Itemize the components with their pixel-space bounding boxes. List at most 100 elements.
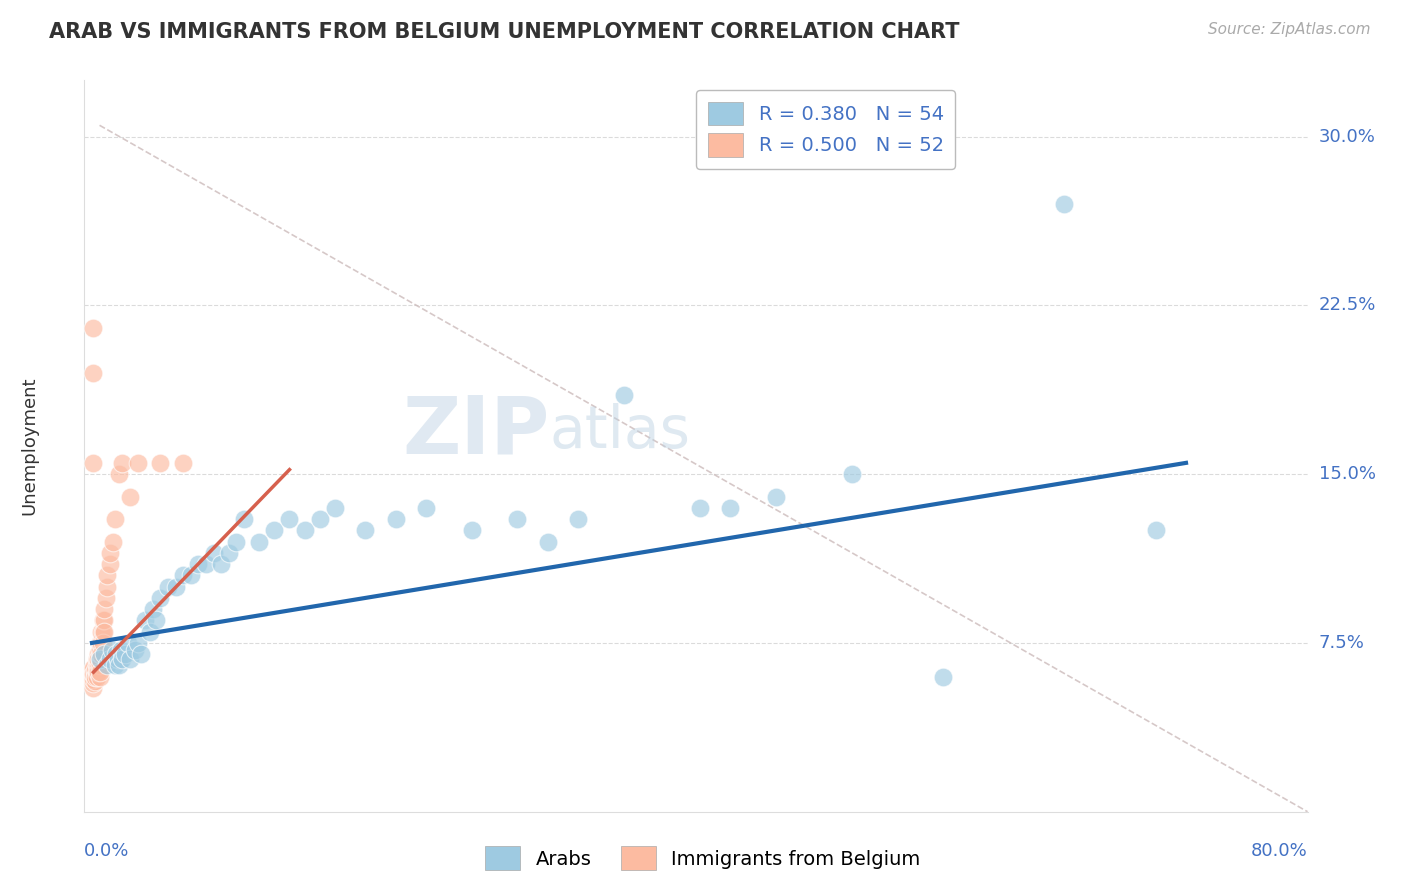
Legend: Arabs, Immigrants from Belgium: Arabs, Immigrants from Belgium <box>478 838 928 878</box>
Point <box>86 670 108 684</box>
Point <box>86 665 108 680</box>
Point <box>461 524 484 538</box>
Point <box>100 642 122 657</box>
Text: 15.0%: 15.0% <box>1319 465 1375 483</box>
Point <box>172 568 194 582</box>
Point <box>98 546 121 560</box>
Point <box>263 524 285 538</box>
Point <box>84 665 107 680</box>
Point <box>194 557 217 571</box>
Text: ZIP: ZIP <box>402 392 550 470</box>
Point <box>180 568 202 582</box>
Point <box>86 658 108 673</box>
Point <box>105 647 128 661</box>
Point <box>294 524 316 538</box>
Point <box>87 647 110 661</box>
Point <box>309 512 332 526</box>
Point <box>82 681 104 695</box>
Point <box>86 651 108 665</box>
Point <box>89 651 111 665</box>
Point <box>93 624 115 639</box>
Legend: R = 0.380   N = 54, R = 0.500   N = 52: R = 0.380 N = 54, R = 0.500 N = 52 <box>696 90 955 169</box>
Point <box>107 651 129 665</box>
Point <box>82 661 104 675</box>
Text: 0.0%: 0.0% <box>84 842 129 860</box>
Point <box>96 568 118 582</box>
Point <box>172 456 194 470</box>
Point <box>96 580 118 594</box>
Point <box>82 667 104 681</box>
Point <box>108 658 131 673</box>
Text: ARAB VS IMMIGRANTS FROM BELGIUM UNEMPLOYMENT CORRELATION CHART: ARAB VS IMMIGRANTS FROM BELGIUM UNEMPLOY… <box>49 22 960 42</box>
Point <box>89 636 111 650</box>
Point <box>82 672 104 686</box>
Point <box>127 636 149 650</box>
Point <box>202 546 225 560</box>
Text: 22.5%: 22.5% <box>1319 296 1376 314</box>
Point <box>84 674 107 689</box>
Point <box>117 636 139 650</box>
Point <box>1144 524 1167 538</box>
Point <box>82 663 104 677</box>
Point <box>89 642 111 657</box>
Text: 80.0%: 80.0% <box>1251 842 1308 860</box>
Point <box>104 512 127 526</box>
Point <box>225 534 247 549</box>
Point <box>82 670 104 684</box>
Point <box>841 467 863 482</box>
Point <box>118 651 141 665</box>
Point <box>111 456 134 470</box>
Point <box>134 614 156 628</box>
Point <box>118 490 141 504</box>
Text: 7.5%: 7.5% <box>1319 634 1365 652</box>
Point <box>84 670 107 684</box>
Text: 30.0%: 30.0% <box>1319 128 1375 145</box>
Point <box>93 614 115 628</box>
Point <box>86 663 108 677</box>
Point <box>89 658 111 673</box>
Point <box>142 602 165 616</box>
Point <box>89 670 111 684</box>
Point <box>90 636 112 650</box>
Point <box>218 546 240 560</box>
Point <box>84 663 107 677</box>
Point <box>765 490 787 504</box>
Text: Unemployment: Unemployment <box>20 376 38 516</box>
Point <box>187 557 209 571</box>
Point <box>129 647 152 661</box>
Point <box>90 624 112 639</box>
Point <box>90 647 112 661</box>
Point <box>149 456 172 470</box>
Point <box>82 676 104 690</box>
Point <box>96 658 118 673</box>
Point <box>91 614 114 628</box>
Point <box>156 580 179 594</box>
Point <box>718 500 741 515</box>
Point <box>114 647 136 661</box>
Point <box>689 500 711 515</box>
Point <box>89 665 111 680</box>
Point <box>323 500 346 515</box>
Point <box>91 624 114 639</box>
Point <box>506 512 529 526</box>
Point <box>93 602 115 616</box>
Point <box>84 670 107 684</box>
Point <box>138 624 160 639</box>
Point <box>111 651 134 665</box>
Text: atlas: atlas <box>550 403 690 460</box>
Point <box>165 580 187 594</box>
Point <box>537 534 560 549</box>
Text: Source: ZipAtlas.com: Source: ZipAtlas.com <box>1208 22 1371 37</box>
Point <box>232 512 254 526</box>
Point <box>415 500 437 515</box>
Point <box>209 557 232 571</box>
Point <box>278 512 301 526</box>
Point <box>149 591 172 605</box>
Point <box>110 642 132 657</box>
Point <box>104 658 127 673</box>
Point <box>82 366 104 380</box>
Point <box>932 670 955 684</box>
Point <box>567 512 589 526</box>
Point <box>145 614 167 628</box>
Point <box>89 651 111 665</box>
